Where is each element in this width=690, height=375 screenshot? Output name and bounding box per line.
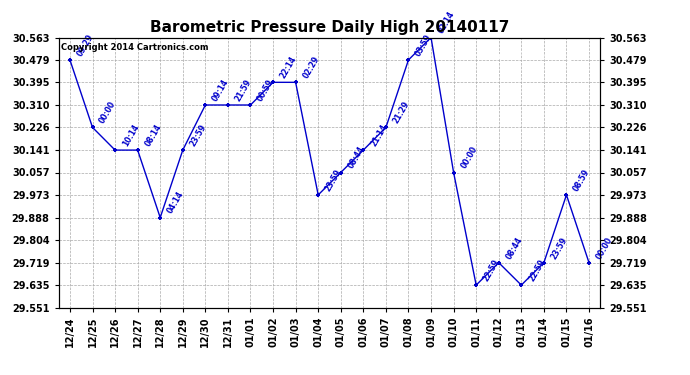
Text: 08:44: 08:44 <box>346 145 366 170</box>
Text: 02:14: 02:14 <box>437 10 457 35</box>
Point <box>561 192 572 198</box>
Text: 21:59: 21:59 <box>233 78 253 103</box>
Point <box>155 214 166 220</box>
Point <box>177 147 188 153</box>
Text: 08:44: 08:44 <box>504 235 524 261</box>
Point <box>200 102 211 108</box>
Point <box>222 102 233 108</box>
Point <box>471 282 482 288</box>
Point <box>584 260 595 266</box>
Point <box>64 57 75 63</box>
Text: 00:00: 00:00 <box>595 235 614 261</box>
Text: 21:14: 21:14 <box>369 123 388 148</box>
Text: Copyright 2014 Cartronics.com: Copyright 2014 Cartronics.com <box>61 43 209 52</box>
Point <box>110 147 121 153</box>
Text: 21:29: 21:29 <box>391 100 411 125</box>
Text: 00:00: 00:00 <box>459 145 479 170</box>
Point <box>448 170 459 176</box>
Text: 00:00: 00:00 <box>98 100 118 125</box>
Text: 09:14: 09:14 <box>211 78 230 103</box>
Point <box>403 57 414 63</box>
Text: 22:59: 22:59 <box>482 258 502 283</box>
Text: 23:59: 23:59 <box>549 235 569 261</box>
Text: 10:14: 10:14 <box>121 123 141 148</box>
Text: 23:59: 23:59 <box>188 123 208 148</box>
Text: 09:29: 09:29 <box>75 32 95 58</box>
Text: 08:59: 08:59 <box>572 167 592 193</box>
Text: 23:59: 23:59 <box>324 168 344 193</box>
Point <box>313 192 324 198</box>
Point <box>358 147 369 153</box>
Point <box>426 34 437 40</box>
Point <box>335 170 346 176</box>
Point <box>538 260 549 266</box>
Point <box>516 282 527 288</box>
Point <box>268 80 279 86</box>
Text: 04:14: 04:14 <box>166 190 186 215</box>
Text: 22:14: 22:14 <box>279 55 299 80</box>
Point <box>245 102 256 108</box>
Point <box>87 124 98 130</box>
Text: 02:29: 02:29 <box>301 55 321 80</box>
Text: 00:59: 00:59 <box>256 78 276 103</box>
Point <box>132 147 143 153</box>
Text: 08:14: 08:14 <box>144 122 163 148</box>
Title: Barometric Pressure Daily High 20140117: Barometric Pressure Daily High 20140117 <box>150 20 509 35</box>
Point <box>493 260 504 266</box>
Text: 22:59: 22:59 <box>527 258 546 283</box>
Point <box>290 80 301 86</box>
Point <box>380 124 391 130</box>
Text: 03:59: 03:59 <box>414 33 434 58</box>
